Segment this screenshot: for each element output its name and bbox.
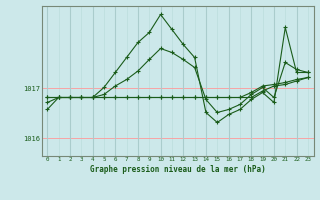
- X-axis label: Graphe pression niveau de la mer (hPa): Graphe pression niveau de la mer (hPa): [90, 165, 266, 174]
